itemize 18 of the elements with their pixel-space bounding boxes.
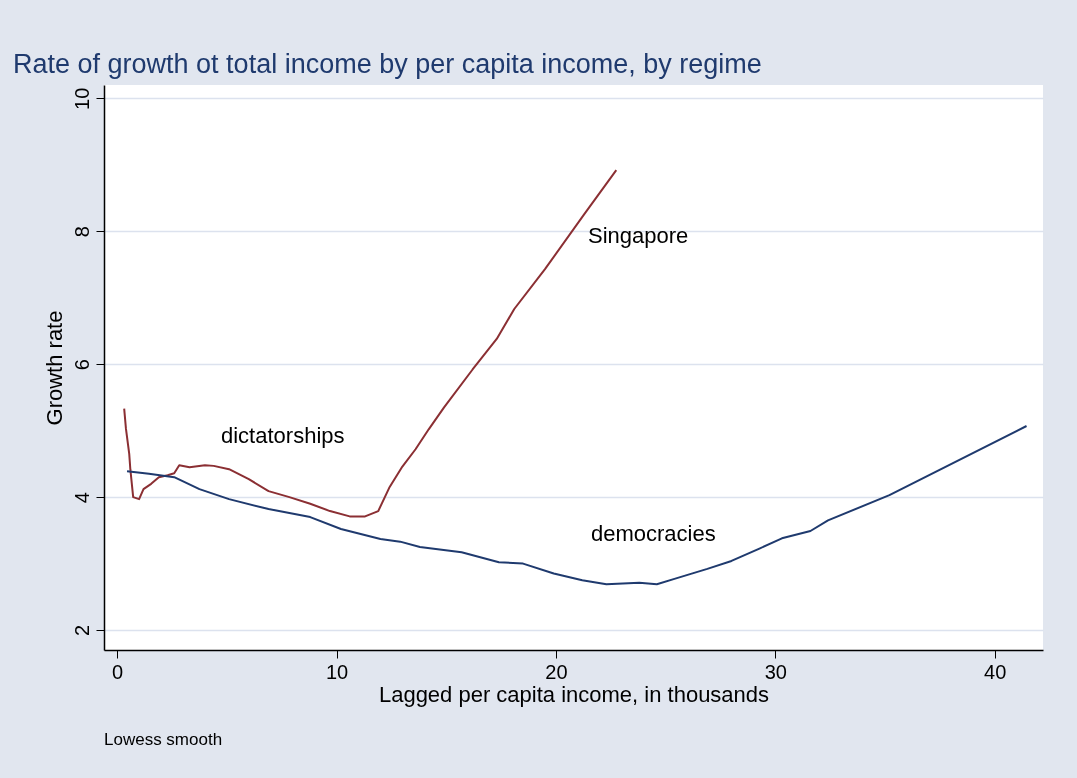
y-tick-label: 8	[70, 226, 93, 238]
x-tick-label: 10	[325, 660, 349, 683]
x-tick-label: 30	[764, 660, 787, 683]
annotation: dictatorships	[221, 423, 345, 448]
x-tick-label: 0	[112, 660, 124, 683]
x-tick-label: 40	[984, 660, 1007, 683]
line-series	[126, 424, 1028, 586]
y-tick-label: 2	[70, 625, 93, 637]
y-tick-label: 4	[70, 492, 93, 504]
y-tick-label: 10	[70, 87, 93, 110]
x-tick-label: 20	[545, 660, 568, 683]
text: Lowess smooth	[104, 730, 223, 749]
annotation: democracies	[591, 521, 716, 546]
y-axis-title: Growth rate	[41, 310, 67, 426]
y-tick-label: 6	[70, 359, 93, 371]
chart-title: Rate of growth ot total income by per capita income, by regime	[13, 49, 762, 79]
x-axis-title: Lagged per capita income, in thousands	[378, 681, 770, 707]
annotation: Singapore	[588, 223, 689, 248]
